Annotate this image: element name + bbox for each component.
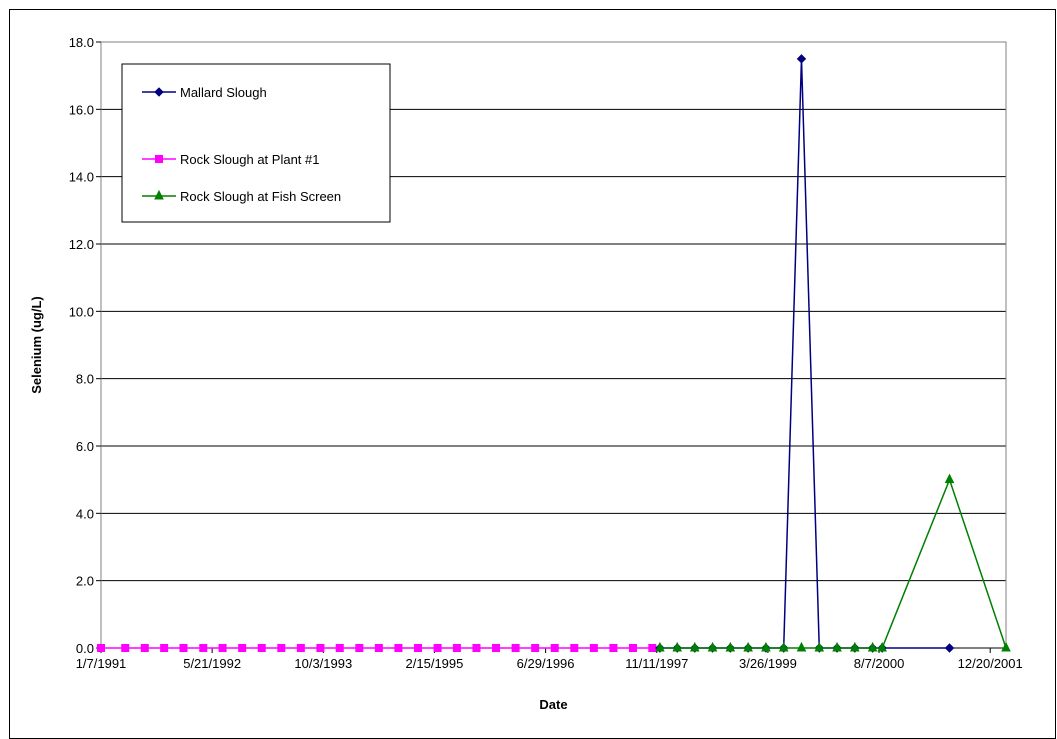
data-point (877, 641, 887, 652)
data-point (335, 644, 344, 652)
series-line (659, 58, 950, 649)
data-point (433, 644, 442, 652)
legend-marker (155, 155, 163, 163)
x-axis-title: Date (539, 697, 567, 712)
x-tick-label: 10/3/1993 (294, 656, 352, 671)
data-point (238, 644, 247, 652)
data-point (944, 473, 955, 484)
x-tick-label: 5/21/1992 (183, 656, 241, 671)
data-point (140, 644, 149, 652)
data-point (121, 644, 130, 652)
data-point (199, 644, 208, 652)
legend-label: Rock Slough at Plant #1 (180, 152, 319, 167)
series-1 (97, 644, 657, 652)
y-tick-label: 14.0 (69, 170, 94, 185)
data-point (778, 641, 789, 652)
data-point (814, 641, 825, 652)
data-point (570, 644, 579, 652)
data-point (472, 644, 481, 652)
x-tick-label: 1/7/1991 (76, 656, 127, 671)
data-point (648, 644, 657, 652)
y-tick-label: 16.0 (69, 102, 94, 117)
data-point (725, 641, 736, 652)
legend-label: Mallard Slough (180, 85, 267, 100)
data-point (1001, 641, 1011, 652)
data-point (414, 644, 423, 652)
x-tick-label: 3/26/1999 (739, 656, 797, 671)
data-point (394, 644, 403, 652)
data-point (689, 641, 700, 652)
data-point (672, 641, 683, 652)
data-point (492, 644, 501, 652)
data-point (316, 644, 325, 652)
data-point (257, 644, 266, 652)
data-point (179, 644, 188, 652)
data-point (452, 644, 461, 652)
data-point (550, 644, 559, 652)
data-point (277, 644, 286, 652)
y-tick-label: 6.0 (76, 439, 94, 454)
legend-item: Rock Slough at Fish Screen (142, 189, 341, 204)
legend: Mallard Slough Rock Slough at Plant #1 Roc… (121, 63, 391, 223)
data-point (609, 644, 618, 652)
x-tick-label: 12/20/2001 (958, 656, 1023, 671)
data-point (743, 641, 753, 652)
y-tick-label: 2.0 (76, 574, 94, 589)
legend-marker (154, 87, 164, 97)
data-point (655, 641, 665, 652)
data-point (850, 641, 860, 652)
series-0 (655, 54, 955, 653)
data-point (796, 54, 807, 64)
y-tick-label: 12.0 (69, 237, 94, 252)
data-point (589, 644, 598, 652)
y-tick-label: 18.0 (69, 35, 94, 50)
data-point (218, 644, 227, 652)
data-point (761, 641, 771, 652)
y-axis-title: Selenium (ug/L) (29, 296, 44, 394)
y-axis-ticks: 0.0 2.0 4.0 6.0 8.0 10.0 12.0 14.0 16.0 18.0 (69, 35, 101, 656)
data-point (867, 641, 878, 652)
series-group (97, 54, 1011, 653)
data-point (832, 641, 842, 652)
series-line (659, 477, 1007, 649)
y-tick-label: 10.0 (69, 304, 94, 319)
legend-marker (154, 189, 164, 200)
data-point (628, 644, 637, 652)
data-point (707, 641, 718, 652)
data-point (374, 644, 383, 652)
data-point (160, 644, 169, 652)
y-tick-label: 8.0 (76, 372, 94, 387)
legend-item: Rock Slough at Plant #1 (142, 152, 319, 167)
x-tick-label: 6/29/1996 (517, 656, 575, 671)
x-tick-label: 11/11/1997 (625, 656, 688, 671)
data-point (944, 643, 955, 653)
y-tick-label: 4.0 (76, 506, 94, 521)
data-point (796, 641, 807, 652)
data-point (97, 644, 105, 652)
data-point (296, 644, 305, 652)
legend-item: Mallard Slough (142, 85, 267, 100)
data-point (511, 644, 520, 652)
data-point (531, 644, 540, 652)
x-tick-label: 2/15/1995 (406, 656, 464, 671)
series-2 (655, 473, 1011, 652)
y-tick-label: 0.0 (76, 641, 94, 656)
data-point (355, 644, 364, 652)
legend-label: Rock Slough at Fish Screen (180, 189, 341, 204)
x-tick-label: 8/7/2000 (854, 656, 905, 671)
